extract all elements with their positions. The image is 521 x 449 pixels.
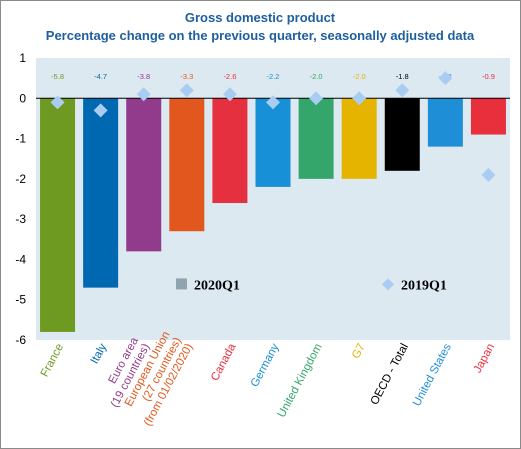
bar bbox=[341, 98, 377, 179]
x-category-label: Germany bbox=[249, 342, 282, 390]
x-category-label: Italy bbox=[89, 342, 110, 366]
marker-point bbox=[481, 167, 496, 182]
marker-point bbox=[438, 71, 453, 86]
legend-label-2019q1: 2019Q1 bbox=[401, 278, 447, 293]
marker-point bbox=[266, 95, 280, 110]
bar bbox=[169, 98, 205, 232]
x-category-label: United Kingdom bbox=[276, 342, 325, 420]
value-label: -0.9 bbox=[482, 72, 495, 81]
value-label: -2.0 bbox=[310, 72, 323, 81]
bar bbox=[255, 98, 291, 187]
y-tick-label: 1 bbox=[19, 51, 26, 65]
bar bbox=[470, 98, 506, 135]
value-label: -3.3 bbox=[180, 72, 193, 81]
x-category-label: United States bbox=[411, 342, 454, 409]
bar bbox=[427, 98, 463, 147]
y-tick-label: -2 bbox=[15, 172, 26, 186]
marker-point bbox=[309, 91, 324, 106]
value-label: -1.8 bbox=[396, 72, 409, 81]
value-label: -2.0 bbox=[353, 72, 366, 81]
legend-swatch-2019q1 bbox=[382, 278, 394, 291]
bar bbox=[212, 98, 248, 204]
y-tick-label: -5 bbox=[15, 293, 26, 307]
value-label: -2.2 bbox=[267, 72, 280, 81]
y-axis: 1 0 -1 -2 -3 -4 -5 -6 bbox=[15, 51, 26, 347]
y-tick-label: -4 bbox=[15, 252, 26, 266]
legend-swatch-2020q1 bbox=[176, 278, 187, 290]
x-category-label: Japan bbox=[472, 342, 497, 375]
marker-point bbox=[93, 103, 108, 118]
value-label: -2.6 bbox=[223, 72, 236, 81]
y-tick-label: 0 bbox=[19, 91, 26, 105]
bar bbox=[384, 98, 420, 171]
bar bbox=[83, 98, 119, 288]
marker-point bbox=[222, 87, 237, 102]
marker-point bbox=[395, 83, 410, 98]
legend-label-2020q1: 2020Q1 bbox=[194, 278, 240, 293]
value-label: -3.8 bbox=[137, 72, 150, 81]
y-tick-label: -1 bbox=[15, 132, 26, 146]
bar bbox=[126, 98, 162, 252]
marker-point bbox=[136, 87, 151, 102]
chart-subtitle: Percentage change on the previous quarte… bbox=[46, 28, 475, 43]
marker-point bbox=[50, 95, 65, 110]
x-category-label: OECD - Total bbox=[369, 342, 411, 407]
x-category-label: G7 bbox=[350, 342, 368, 361]
value-label: -4.7 bbox=[94, 72, 107, 81]
x-category-label: France bbox=[39, 342, 66, 379]
marker-series-2019q1 bbox=[50, 71, 496, 182]
marker-point bbox=[352, 91, 367, 106]
chart-title: Gross domestic product bbox=[185, 10, 336, 25]
x-category-label: Canada bbox=[209, 341, 239, 383]
bar-series-2020q1 bbox=[40, 98, 506, 332]
y-tick-label: -3 bbox=[15, 212, 26, 226]
legend: 2020Q1 2019Q1 bbox=[176, 278, 447, 293]
bar bbox=[298, 98, 334, 179]
bar bbox=[40, 98, 76, 332]
y-tick-label: -6 bbox=[15, 333, 26, 347]
value-label: -5.8 bbox=[51, 72, 64, 81]
marker-point bbox=[179, 83, 194, 98]
